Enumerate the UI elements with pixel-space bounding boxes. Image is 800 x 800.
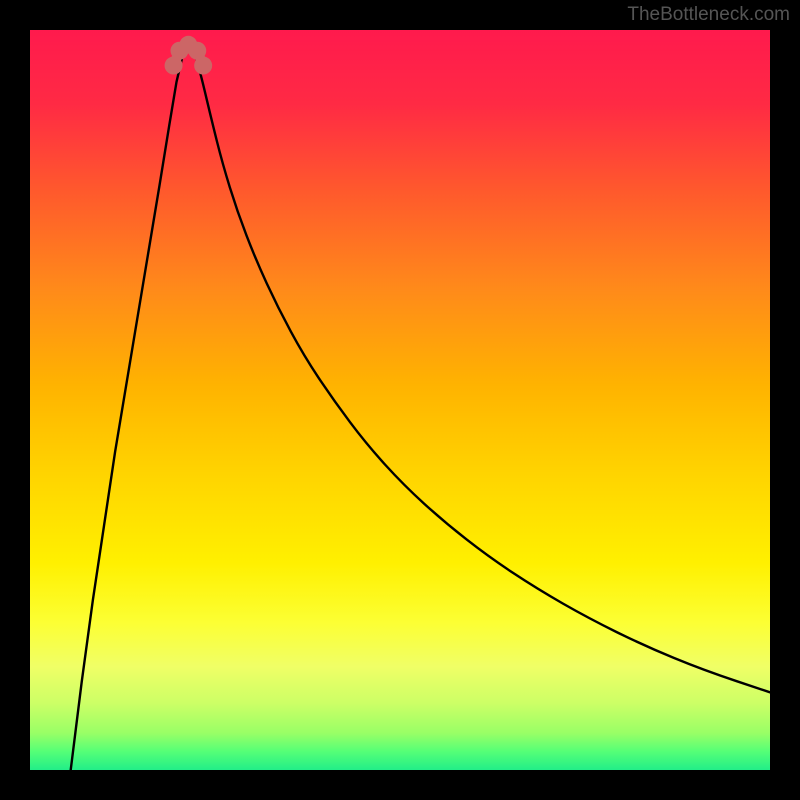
plot-area: [30, 30, 770, 770]
watermark-text: TheBottleneck.com: [627, 4, 790, 26]
bottleneck-curve: [30, 30, 770, 770]
chart-container: TheBottleneck.com: [0, 0, 800, 800]
